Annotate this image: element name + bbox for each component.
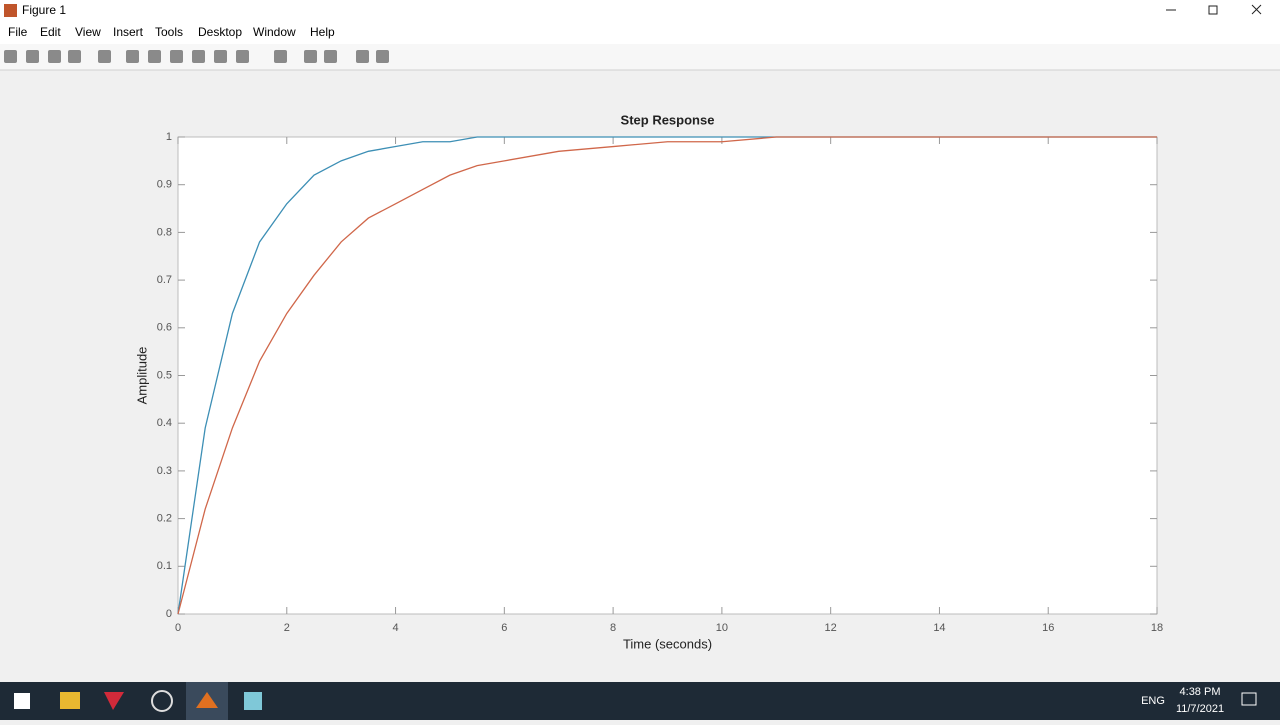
y-tick-label: 0.6 xyxy=(157,322,172,334)
toolbar xyxy=(0,44,1280,70)
obs-icon[interactable] xyxy=(151,690,173,712)
start-button[interactable] xyxy=(14,693,30,709)
line-series xyxy=(177,136,1157,615)
x-tick-label: 6 xyxy=(501,622,507,634)
menu-item[interactable]: Insert xyxy=(113,25,144,39)
app-icon xyxy=(4,4,17,17)
y-tick-label: 0.1 xyxy=(157,560,172,572)
x-tick-label: 4 xyxy=(392,622,398,634)
toolbar-button[interactable] xyxy=(170,50,183,63)
toolbar-button[interactable] xyxy=(214,50,227,63)
y-tick-label: 0.8 xyxy=(157,226,172,238)
y-tick-label: 0 xyxy=(166,608,172,620)
explorer-icon[interactable] xyxy=(60,692,80,709)
clock-date[interactable]: 11/7/2021 xyxy=(1176,703,1224,715)
x-axis-label: Time (seconds) xyxy=(623,636,712,651)
menu-item[interactable]: Window xyxy=(253,25,296,39)
y-tick-label: 0.7 xyxy=(157,274,172,286)
menu-item[interactable]: View xyxy=(75,25,101,39)
x-tick-label: 10 xyxy=(716,622,728,634)
plot-area xyxy=(177,136,1158,615)
title-bar xyxy=(0,0,1280,22)
toolbar-button[interactable] xyxy=(126,50,139,63)
x-tick-label: 0 xyxy=(175,622,181,634)
x-tick-label: 8 xyxy=(610,622,616,634)
clock-time[interactable]: 4:38 PM xyxy=(1180,686,1221,698)
menu-bar xyxy=(0,22,1280,44)
toolbar-button[interactable] xyxy=(148,50,161,63)
toolbar-button[interactable] xyxy=(304,50,317,63)
menu-item[interactable]: Help xyxy=(310,25,335,39)
menu-item[interactable]: Desktop xyxy=(198,25,242,39)
toolbar-button[interactable] xyxy=(236,50,249,63)
toolbar-button[interactable] xyxy=(26,50,39,63)
toolbar-button[interactable] xyxy=(98,50,111,63)
y-tick-label: 0.3 xyxy=(157,465,172,477)
x-tick-label: 18 xyxy=(1151,622,1163,634)
x-tick-label: 12 xyxy=(825,622,837,634)
toolbar-button[interactable] xyxy=(48,50,61,63)
app-icon[interactable] xyxy=(244,692,262,710)
y-tick-label: 0.5 xyxy=(157,369,172,381)
toolbar-button[interactable] xyxy=(274,50,287,63)
language[interactable]: ENG xyxy=(1141,695,1165,707)
menu-item[interactable]: File xyxy=(8,25,28,39)
app-icon[interactable] xyxy=(104,692,124,710)
y-tick-label: 0.2 xyxy=(157,513,172,525)
notifications[interactable] xyxy=(1241,692,1257,706)
y-axis-label: Amplitude xyxy=(134,347,149,405)
restore-button[interactable] xyxy=(1208,5,1218,15)
x-tick-label: 16 xyxy=(1042,622,1054,634)
toolbar-button[interactable] xyxy=(4,50,17,63)
toolbar-button[interactable] xyxy=(68,50,81,63)
toolbar-button[interactable] xyxy=(356,50,369,63)
matlab-icon xyxy=(196,692,218,708)
menu-item[interactable]: Edit xyxy=(40,25,61,39)
y-tick-label: 0.9 xyxy=(157,179,172,191)
y-tick-label: 0.4 xyxy=(157,417,172,429)
y-tick-label: 1 xyxy=(166,131,172,143)
toolbar-button[interactable] xyxy=(192,50,205,63)
chart-title: Step Response xyxy=(621,112,715,127)
window-title: Figure 1 xyxy=(22,3,66,17)
x-tick-label: 2 xyxy=(284,622,290,634)
close-button[interactable] xyxy=(1251,4,1262,15)
menu-item[interactable]: Tools xyxy=(155,25,183,39)
toolbar-button[interactable] xyxy=(324,50,337,63)
x-tick-label: 14 xyxy=(933,622,945,634)
toolbar-button[interactable] xyxy=(376,50,389,63)
